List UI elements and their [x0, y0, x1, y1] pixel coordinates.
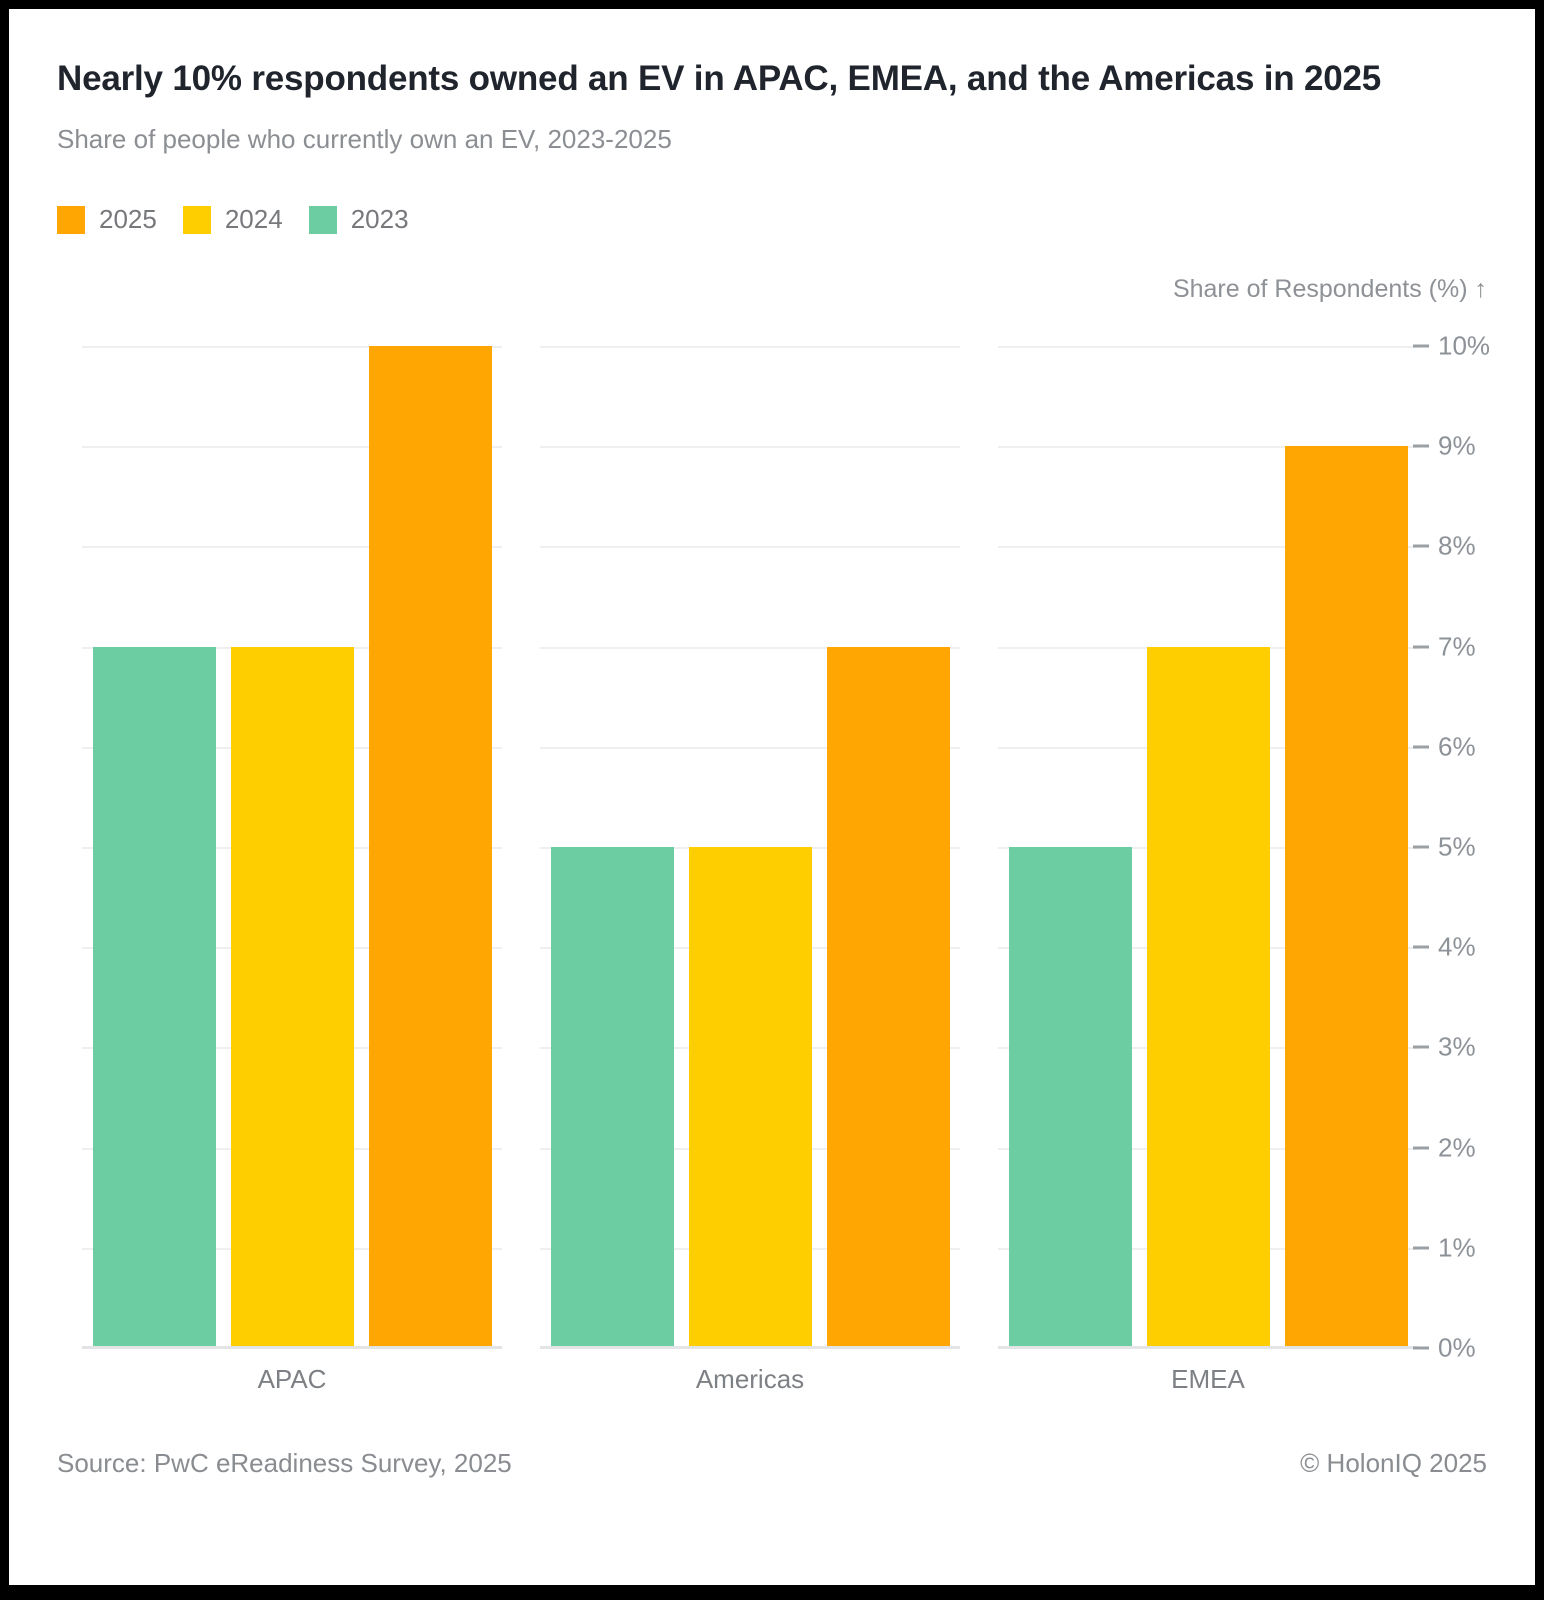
y-tick-1: 1% — [1413, 1232, 1476, 1263]
baseline — [998, 1346, 1418, 1349]
y-tick-10: 10% — [1413, 331, 1490, 362]
y-axis: 10% 9% 8% 7% 6% 5% 4% 3% 2% 1% 0% — [1413, 331, 1533, 1363]
y-axis-title: Share of Respondents (%) ↑ — [1172, 275, 1487, 303]
y-tick-2: 2% — [1413, 1132, 1476, 1163]
y-tick-label: 2% — [1438, 1132, 1476, 1163]
y-tick-dash — [1413, 745, 1429, 749]
y-tick-dash — [1413, 945, 1429, 949]
gridline — [998, 446, 1418, 449]
bar-americas-2025 — [826, 646, 950, 1348]
source-note: Source: PwC eReadiness Survey, 2025 — [57, 1448, 512, 1478]
bar-americas-2023 — [550, 847, 674, 1348]
gridline — [540, 346, 960, 348]
y-tick-dash — [1413, 1146, 1429, 1150]
bar-apac-2024 — [230, 646, 354, 1348]
legend-swatch-2025 — [57, 205, 85, 234]
y-tick-label: 8% — [1438, 530, 1476, 561]
bar-emea-2023 — [1008, 847, 1132, 1348]
bar-americas-2024 — [688, 847, 812, 1348]
gridline — [540, 446, 960, 449]
legend-label-2024: 2024 — [224, 204, 283, 234]
gridline — [998, 346, 1418, 348]
legend-item-2025: 2025 — [57, 204, 157, 235]
bar-apac-2025 — [368, 346, 492, 1348]
legend-item-2023: 2023 — [308, 204, 409, 235]
y-tick-9: 9% — [1413, 431, 1476, 462]
y-tick-0: 0% — [1413, 1333, 1476, 1364]
y-tick-7: 7% — [1413, 631, 1476, 662]
gridline — [82, 546, 502, 549]
legend-swatch-2024 — [182, 205, 211, 234]
y-tick-dash — [1413, 344, 1429, 348]
y-tick-label: 0% — [1438, 1332, 1476, 1363]
gridline — [998, 546, 1418, 549]
panel-emea: EMEA — [998, 346, 1418, 1394]
y-tick-5: 5% — [1413, 832, 1476, 863]
y-tick-dash — [1413, 444, 1429, 448]
y-tick-dash — [1413, 645, 1429, 649]
y-tick-label: 1% — [1438, 1232, 1476, 1263]
x-axis-label-apac: APAC — [257, 1364, 327, 1394]
chart-title: Nearly 10% respondents owned an EV in AP… — [57, 59, 1382, 98]
copyright-note: © HolonIQ 2025 — [1300, 1448, 1487, 1478]
x-axis-label-emea: EMEA — [1171, 1364, 1245, 1394]
legend-item-2024: 2024 — [182, 204, 283, 235]
y-tick-label: 6% — [1438, 731, 1476, 762]
y-tick-dash — [1413, 845, 1429, 849]
y-tick-label: 9% — [1438, 430, 1476, 461]
gridline — [82, 446, 502, 449]
gridline — [540, 746, 960, 749]
y-tick-6: 6% — [1413, 731, 1476, 762]
y-tick-dash — [1413, 544, 1429, 548]
chart-subtitle: Share of people who currently own an EV,… — [57, 124, 672, 154]
y-tick-label: 7% — [1438, 631, 1476, 662]
legend: 2025 2024 2023 — [57, 204, 409, 235]
y-tick-dash — [1413, 1346, 1429, 1350]
legend-label-2023: 2023 — [350, 204, 409, 234]
bar-emea-2024 — [1146, 646, 1270, 1348]
y-tick-label: 4% — [1438, 931, 1476, 962]
bar-emea-2025 — [1284, 446, 1408, 1348]
baseline — [540, 1346, 960, 1349]
y-tick-8: 8% — [1413, 531, 1476, 562]
gridline — [82, 346, 502, 348]
baseline — [82, 1346, 502, 1349]
chart-card: Nearly 10% respondents owned an EV in AP… — [9, 9, 1535, 1585]
y-tick-label: 3% — [1438, 1031, 1476, 1062]
y-tick-3: 3% — [1413, 1032, 1476, 1063]
plot-area: APAC Americas EMEA — [82, 346, 1418, 1394]
bar-apac-2023 — [92, 646, 216, 1348]
gridline — [540, 546, 960, 549]
chart-footer: Source: PwC eReadiness Survey, 2025 © Ho… — [57, 1448, 1487, 1479]
legend-swatch-2023 — [308, 205, 337, 234]
panel-americas: Americas — [540, 346, 960, 1394]
panel-apac: APAC — [82, 346, 502, 1394]
y-tick-dash — [1413, 1246, 1429, 1250]
x-axis-label-americas: Americas — [695, 1364, 805, 1394]
y-tick-4: 4% — [1413, 932, 1476, 963]
gridline — [540, 646, 960, 649]
y-tick-label: 10% — [1438, 330, 1491, 361]
legend-label-2025: 2025 — [99, 204, 157, 234]
y-tick-label: 5% — [1438, 831, 1476, 862]
y-tick-dash — [1413, 1045, 1429, 1049]
